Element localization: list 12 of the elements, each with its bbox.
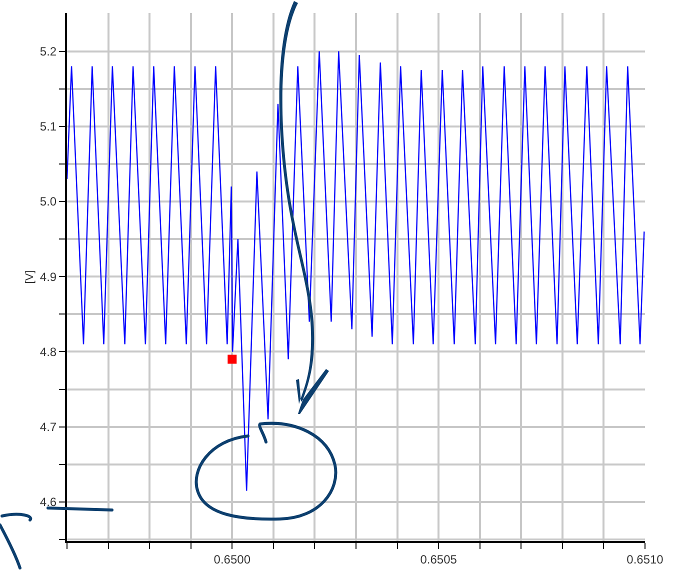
line-series [67,50,645,492]
y-tick-label: 4.6 [40,495,57,510]
x-tick-label: 0.6505 [420,552,458,566]
y-tick-label: 5.0 [40,194,57,209]
x-tick-label: 0.6510 [626,552,664,566]
y-tick-label: 5.1 [40,120,57,134]
y-tick-label: 4.9 [40,270,57,284]
y-tick-label: 4.8 [40,344,57,359]
y-tick-label: 4.7 [40,420,57,434]
y-axis-title: [V] [24,270,36,284]
y-tick-label: 5.2 [40,44,57,58]
x-tick-label: 0.6500 [214,552,251,566]
